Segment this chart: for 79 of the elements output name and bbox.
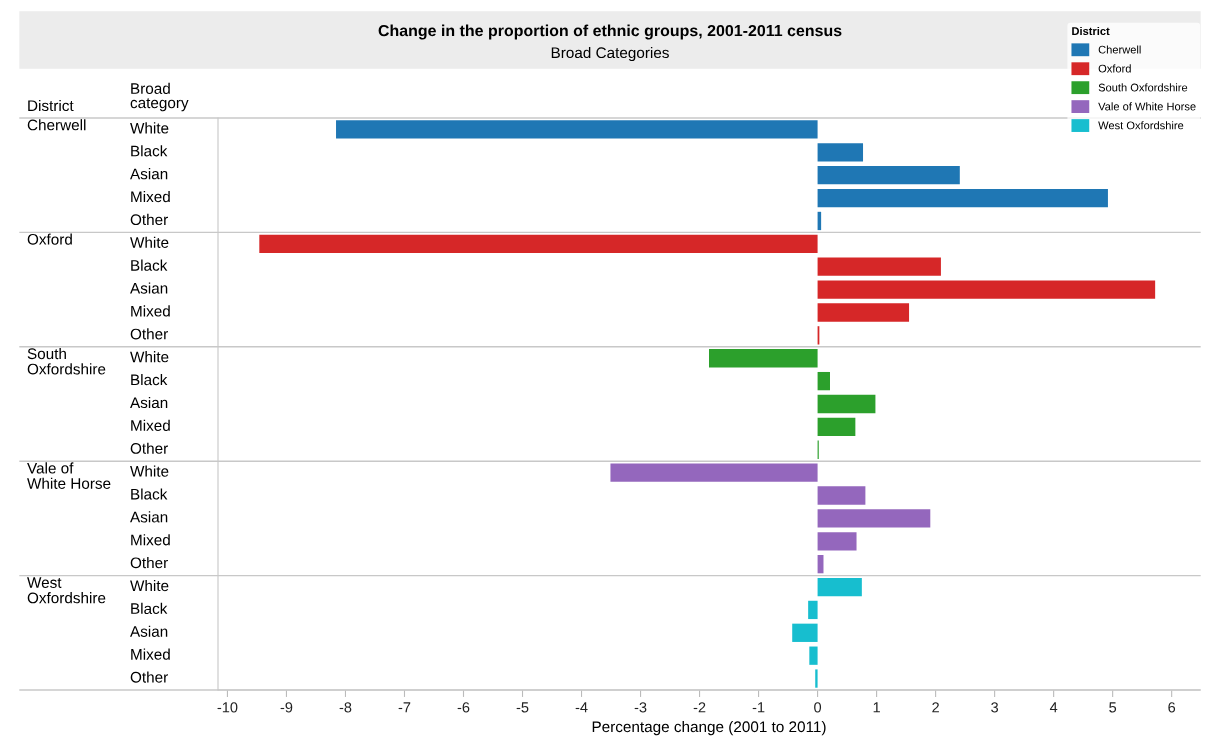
y-tick-label: White xyxy=(130,122,169,134)
y-tick-label: Mixed xyxy=(131,190,170,203)
bar xyxy=(815,669,818,688)
x-tick-label: -6 xyxy=(457,702,470,713)
x-tick-label: 3 xyxy=(991,702,999,713)
x-tick-label: -10 xyxy=(217,702,238,713)
bar xyxy=(817,280,1156,299)
x-tick-label: -9 xyxy=(280,702,293,713)
y-tick-label: Black xyxy=(131,488,168,500)
bar xyxy=(817,486,866,505)
bar xyxy=(817,417,856,437)
bar xyxy=(817,303,910,322)
bar xyxy=(817,371,830,391)
y-tick-label: White xyxy=(130,465,169,477)
legend-label: South Oxfordshire xyxy=(1098,83,1188,92)
y-tick-label: Mixed xyxy=(131,305,170,317)
x-tick-label: -5 xyxy=(516,702,529,713)
bar xyxy=(817,509,931,528)
bar xyxy=(709,349,818,368)
y-tick-label: Other xyxy=(130,671,168,683)
text: South Oxfordshire xyxy=(27,347,106,375)
x-tick-label: -1 xyxy=(752,702,765,713)
bar xyxy=(817,257,941,276)
bar xyxy=(336,120,818,139)
bar xyxy=(817,532,857,551)
bar xyxy=(610,463,818,482)
y-tick-label: Mixed xyxy=(131,648,170,660)
y-tick-label: Other xyxy=(130,328,168,340)
bar xyxy=(817,394,876,414)
text: Vale of White Horse xyxy=(27,462,111,489)
y-tick-label: Asian xyxy=(130,168,168,180)
text: Broad category xyxy=(130,82,189,112)
x-tick-label: -3 xyxy=(634,702,647,713)
bar xyxy=(259,234,818,253)
legend-label: Oxford xyxy=(1098,64,1131,73)
text: District xyxy=(28,99,74,112)
y-tick-label: Black xyxy=(131,374,168,386)
x-axis-title: Percentage change (2001 to 2011) xyxy=(592,720,826,736)
bar xyxy=(817,188,1108,208)
y-tick-label: Mixed xyxy=(131,419,170,431)
chart-title: Change in the proportion of ethnic groups, 2001-2011 census xyxy=(378,24,842,40)
y-tick-label: Black xyxy=(131,259,168,271)
y-tick-label: Asian xyxy=(130,511,168,523)
bar xyxy=(817,166,960,185)
x-tick-label: -8 xyxy=(339,702,352,713)
legend-label: Vale of White Horse xyxy=(1098,102,1196,111)
bar xyxy=(817,143,864,162)
x-tick-label: 2 xyxy=(932,702,939,713)
bar xyxy=(809,646,818,665)
bar xyxy=(808,600,818,620)
x-tick-label: 5 xyxy=(1109,702,1117,713)
y-tick-label: White xyxy=(130,579,169,592)
y-tick-label: Black xyxy=(131,602,168,615)
x-tick-label: -2 xyxy=(693,702,706,713)
y-tick-label: White xyxy=(130,236,169,248)
chart-subtitle: Broad Categories xyxy=(551,46,669,62)
y-tick-label: Mixed xyxy=(131,534,170,546)
y-tick-label: Asian xyxy=(130,282,168,294)
bar xyxy=(817,577,862,597)
x-tick-label: 0 xyxy=(814,702,822,713)
y-tick-label: Other xyxy=(130,557,168,569)
y-tick-label: Asian xyxy=(130,396,168,409)
y-tick-label: Other xyxy=(130,213,168,226)
y-tick-label: Asian xyxy=(130,625,168,637)
x-tick-label: 4 xyxy=(1049,702,1058,713)
x-tick-label: -7 xyxy=(398,702,411,713)
bar xyxy=(792,623,818,642)
x-tick-label: -4 xyxy=(575,702,588,713)
y-tick-label: Other xyxy=(130,442,168,454)
x-tick-label: 6 xyxy=(1168,702,1176,713)
y-tick-label: White xyxy=(130,351,169,363)
text: Cherwell xyxy=(27,119,86,131)
legend-title: District xyxy=(1072,26,1110,36)
text: West Oxfordshire xyxy=(27,577,106,604)
x-tick-label: 1 xyxy=(873,702,880,713)
y-tick-label: Black xyxy=(131,145,168,157)
text: Oxford xyxy=(27,233,72,245)
legend-label: West Oxfordshire xyxy=(1098,121,1184,130)
legend-label: Cherwell xyxy=(1098,45,1141,54)
